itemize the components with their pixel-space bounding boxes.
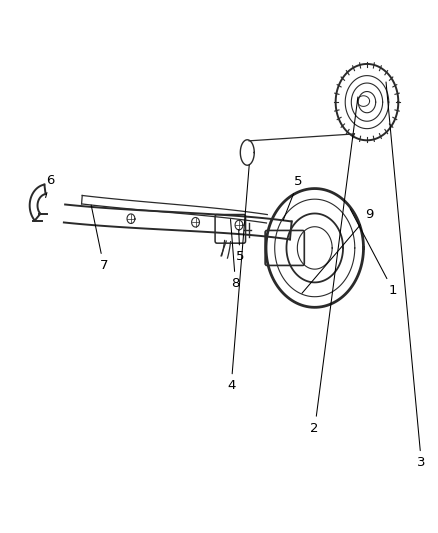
Text: 6: 6 bbox=[46, 174, 54, 198]
Text: 5: 5 bbox=[283, 175, 303, 221]
Text: 8: 8 bbox=[230, 220, 240, 290]
Text: 5: 5 bbox=[236, 230, 244, 263]
Text: 3: 3 bbox=[386, 82, 426, 469]
Text: 2: 2 bbox=[311, 97, 358, 435]
Text: 7: 7 bbox=[91, 205, 108, 272]
Text: 1: 1 bbox=[350, 209, 397, 297]
Text: 4: 4 bbox=[227, 165, 249, 392]
Text: 9: 9 bbox=[302, 208, 373, 293]
